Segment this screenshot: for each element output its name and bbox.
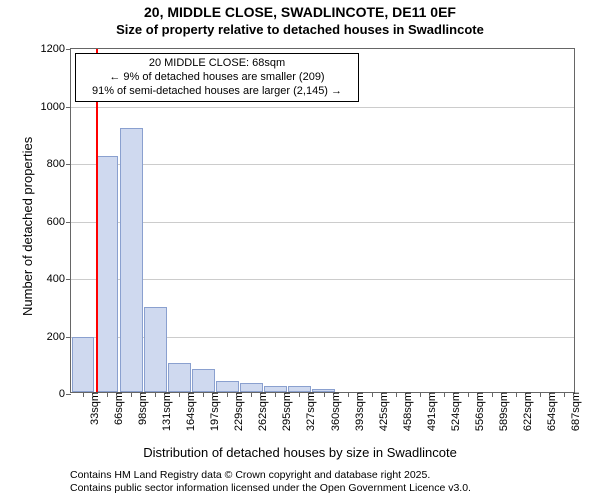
footer-line1: Contains HM Land Registry data © Crown c… (70, 469, 471, 483)
xtick-mark (251, 392, 252, 397)
annotation-box: 20 MIDDLE CLOSE: 68sqm← 9% of detached h… (75, 53, 359, 102)
x-axis-label: Distribution of detached houses by size … (0, 445, 600, 460)
ytick-label: 200 (47, 331, 71, 343)
xtick-mark (540, 392, 541, 397)
xtick-label: 622sqm (520, 392, 534, 431)
histogram-bar (192, 369, 215, 392)
xtick-mark (564, 392, 565, 397)
xtick-mark (372, 392, 373, 397)
xtick-mark (348, 392, 349, 397)
xtick-label: 295sqm (279, 392, 293, 431)
xtick-mark (227, 392, 228, 397)
xtick-mark (420, 392, 421, 397)
gridline (71, 222, 574, 223)
xtick-mark (107, 392, 108, 397)
histogram-bar (72, 337, 95, 392)
histogram-bar (216, 381, 239, 393)
xtick-label: 425sqm (376, 392, 390, 431)
xtick-label: 589sqm (496, 392, 510, 431)
histogram-bar (144, 307, 167, 392)
chart-title-line2: Size of property relative to detached ho… (0, 22, 600, 37)
gridline (71, 279, 574, 280)
xtick-label: 556sqm (472, 392, 486, 431)
xtick-mark (299, 392, 300, 397)
xtick-mark (396, 392, 397, 397)
gridline (71, 164, 574, 165)
xtick-mark (516, 392, 517, 397)
xtick-label: 164sqm (183, 392, 197, 431)
xtick-mark (324, 392, 325, 397)
ytick-label: 1000 (41, 101, 71, 113)
footer-attribution: Contains HM Land Registry data © Crown c… (70, 469, 471, 496)
xtick-mark (444, 392, 445, 397)
ytick-label: 1200 (41, 43, 71, 55)
ytick-label: 400 (47, 273, 71, 285)
xtick-label: 66sqm (111, 392, 125, 425)
xtick-label: 393sqm (352, 392, 366, 431)
xtick-label: 262sqm (255, 392, 269, 431)
xtick-label: 491sqm (424, 392, 438, 431)
xtick-mark (83, 392, 84, 397)
histogram-bar (120, 128, 143, 393)
ytick-label: 800 (47, 158, 71, 170)
xtick-label: 360sqm (328, 392, 342, 431)
xtick-label: 327sqm (303, 392, 317, 431)
xtick-mark (155, 392, 156, 397)
annotation-line: 91% of semi-detached houses are larger (… (82, 85, 352, 99)
footer-line2: Contains public sector information licen… (70, 482, 471, 496)
gridline (71, 107, 574, 108)
ytick-label: 600 (47, 216, 71, 228)
xtick-label: 98sqm (135, 392, 149, 425)
xtick-mark (131, 392, 132, 397)
xtick-mark (468, 392, 469, 397)
xtick-mark (275, 392, 276, 397)
xtick-mark (492, 392, 493, 397)
annotation-line: ← 9% of detached houses are smaller (209… (82, 71, 352, 85)
chart-title-line1: 20, MIDDLE CLOSE, SWADLINCOTE, DE11 0EF (0, 4, 600, 20)
xtick-label: 131sqm (159, 392, 173, 431)
y-axis-label: Number of detached properties (20, 136, 35, 315)
histogram-bar (96, 156, 119, 392)
xtick-label: 687sqm (568, 392, 582, 431)
histogram-bar (168, 363, 191, 392)
xtick-label: 229sqm (231, 392, 245, 431)
xtick-label: 33sqm (87, 392, 101, 425)
chart-container: 20, MIDDLE CLOSE, SWADLINCOTE, DE11 0EF … (0, 0, 600, 500)
xtick-label: 654sqm (544, 392, 558, 431)
ytick-label: 0 (59, 388, 71, 400)
xtick-label: 524sqm (448, 392, 462, 431)
plot-area: 02004006008001000120033sqm66sqm98sqm131s… (70, 48, 575, 393)
xtick-mark (179, 392, 180, 397)
xtick-mark (203, 392, 204, 397)
xtick-label: 197sqm (207, 392, 221, 431)
annotation-line: 20 MIDDLE CLOSE: 68sqm (82, 57, 352, 71)
histogram-bar (240, 383, 263, 392)
xtick-label: 458sqm (400, 392, 414, 431)
